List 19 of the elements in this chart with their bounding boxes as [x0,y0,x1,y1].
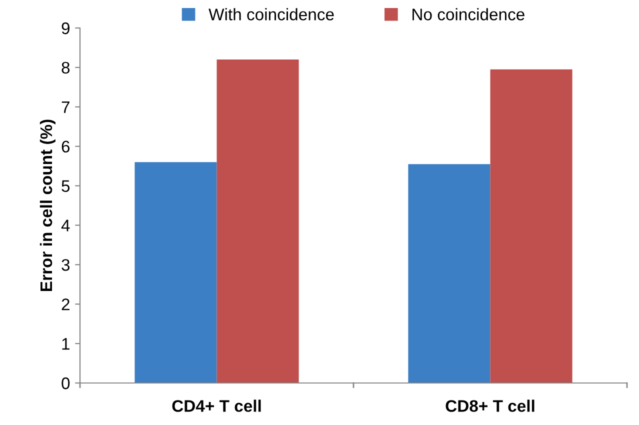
bar [134,162,217,383]
y-tick-label: 6 [62,140,70,153]
legend-label: With coincidence [208,8,334,20]
y-tick-label: 0 [62,377,70,390]
y-tick-label: 3 [62,259,70,271]
y-tick-label: 4 [61,220,70,232]
legend-label: No coincidence [412,8,524,20]
y-tick-label: 1 [62,338,70,350]
y-axis-title: Error in cell count (%) [40,120,56,291]
y-tick-label: 9 [62,22,70,34]
y-tick-label: 8 [62,62,70,74]
x-tick-label: CD4+ T cell [172,400,261,412]
y-tick-label: 7 [62,101,70,113]
x-tick-label: CD8+ T cell [446,400,534,412]
bar [216,60,299,383]
bar [490,69,572,383]
y-tick-label: 2 [62,298,70,310]
y-tick-label: 5 [62,180,70,192]
bar [408,164,490,383]
